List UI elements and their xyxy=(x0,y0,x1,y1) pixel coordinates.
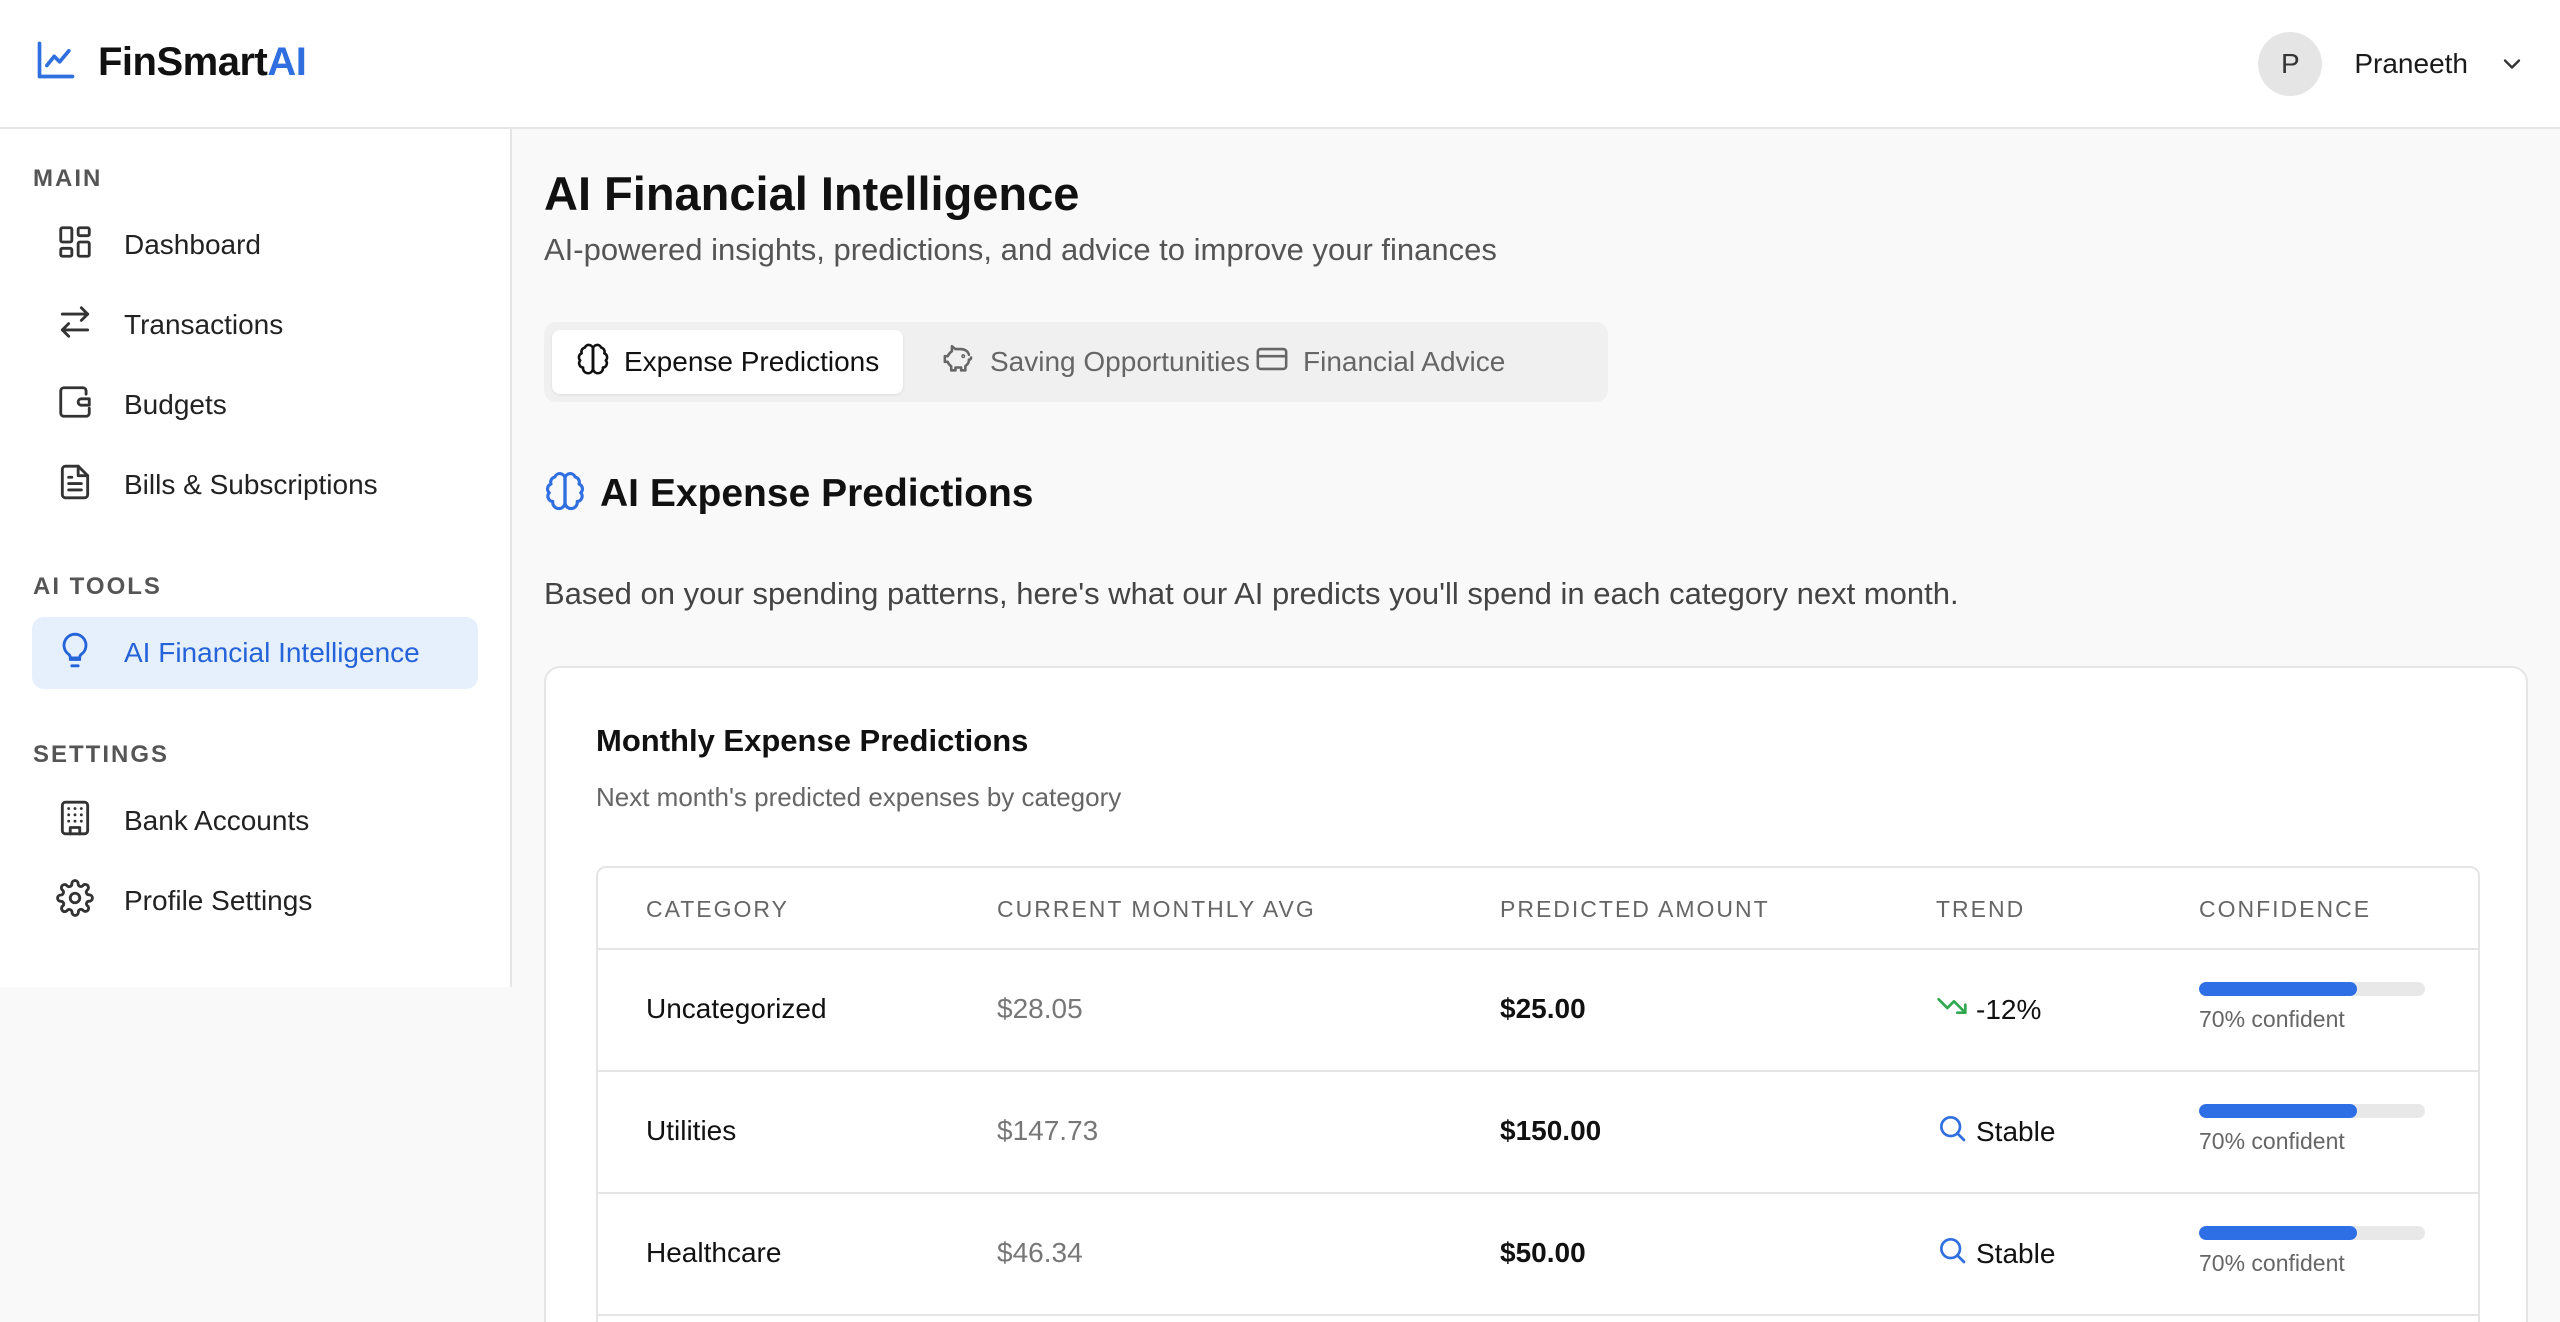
confidence-bar-fill xyxy=(2199,1226,2358,1240)
sidebar-section-ai-tools: AI TOOLS xyxy=(33,573,162,600)
trend-label: Stable xyxy=(1976,1237,2056,1269)
confidence-label: 70% confident xyxy=(2199,1006,2345,1032)
tab-expense-predictions[interactable]: Expense Predictions xyxy=(552,330,904,394)
search-icon xyxy=(1936,1234,1968,1273)
column-header-category[interactable]: CATEGORY xyxy=(646,896,789,922)
cell-predicted: $50.00 xyxy=(1500,1237,1586,1268)
piggy-bank-icon xyxy=(942,342,976,383)
user-name: Praneeth xyxy=(2354,48,2468,79)
sidebar-item-label: Budgets xyxy=(124,389,227,420)
chevron-down-icon[interactable] xyxy=(2498,50,2526,78)
section-title: AI Expense Predictions xyxy=(600,471,1034,515)
table-row[interactable]: Utilities $147.73 $150.00 Stable 70% con… xyxy=(598,1072,2478,1194)
cell-predicted: $25.00 xyxy=(1500,993,1586,1024)
confidence-meter: 70% confident xyxy=(2199,1104,2425,1155)
user-menu[interactable]: P Praneeth xyxy=(2258,32,2526,96)
lightbulb-icon xyxy=(56,631,94,676)
confidence-bar xyxy=(2199,982,2425,996)
page-subtitle: AI-powered insights, predictions, and ad… xyxy=(544,232,1497,267)
tab-bar: Expense Predictions Saving Opportunities… xyxy=(544,322,1608,402)
column-header-confidence[interactable]: CONFIDENCE xyxy=(2199,896,2372,922)
sidebar-item-label: Dashboard xyxy=(124,229,261,260)
column-header-predicted[interactable]: PREDICTED AMOUNT xyxy=(1500,896,1770,922)
trend-label: Stable xyxy=(1976,1115,2056,1147)
cell-trend: Stable xyxy=(1936,1112,2055,1151)
wallet-icon xyxy=(56,383,94,428)
top-header: FinSmartAI P Praneeth xyxy=(0,0,2560,129)
tab-label: Expense Predictions xyxy=(624,346,880,377)
cell-current: $147.73 xyxy=(997,1115,1099,1146)
app-name-suffix: AI xyxy=(267,40,307,84)
gear-icon xyxy=(56,878,94,924)
search-icon xyxy=(1936,1112,1968,1151)
column-header-trend[interactable]: TREND xyxy=(1936,896,2026,922)
confidence-meter: 70% confident xyxy=(2199,982,2425,1033)
tab-financial-advice[interactable]: Financial Advice xyxy=(1231,330,1529,394)
section-header: AI Expense Predictions xyxy=(544,470,1033,517)
confidence-meter: 70% confident xyxy=(2199,1226,2425,1277)
confidence-bar-fill xyxy=(2199,982,2358,996)
sidebar-item-label: Bills & Subscriptions xyxy=(124,469,378,500)
credit-card-icon xyxy=(1255,342,1289,383)
predictions-card: Monthly Expense Predictions Next month's… xyxy=(544,666,2528,1322)
trending-down-icon xyxy=(1936,990,1968,1029)
arrows-icon xyxy=(56,303,94,348)
confidence-bar xyxy=(2199,1104,2425,1118)
building-icon xyxy=(56,799,94,844)
sidebar: MAIN Dashboard Transactions Budgets Bill… xyxy=(0,129,512,987)
confidence-bar-fill xyxy=(2199,1104,2358,1118)
confidence-label: 70% confident xyxy=(2199,1250,2345,1276)
card-subtitle: Next month's predicted expenses by categ… xyxy=(596,782,1122,812)
column-header-current[interactable]: CURRENT MONTHLY AVG xyxy=(997,896,1316,922)
predictions-table: CATEGORY CURRENT MONTHLY AVG PREDICTED A… xyxy=(596,866,2480,1322)
sidebar-item-bank-accounts[interactable]: Bank Accounts xyxy=(32,785,478,857)
sidebar-item-ai-financial-intelligence[interactable]: AI Financial Intelligence xyxy=(32,617,478,689)
cell-trend: -12% xyxy=(1936,990,2041,1029)
sidebar-item-label: Bank Accounts xyxy=(124,805,310,836)
sidebar-item-bills[interactable]: Bills & Subscriptions xyxy=(32,449,478,521)
tab-label: Financial Advice xyxy=(1303,346,1506,377)
sidebar-item-dashboard[interactable]: Dashboard xyxy=(32,209,478,281)
confidence-bar xyxy=(2199,1226,2425,1240)
confidence-label: 70% confident xyxy=(2199,1128,2345,1154)
sidebar-item-label: Profile Settings xyxy=(124,885,313,916)
trend-label: -12% xyxy=(1976,993,2042,1025)
cell-category: Uncategorized xyxy=(646,993,827,1024)
brain-icon xyxy=(544,470,586,517)
sidebar-item-label: Transactions xyxy=(124,309,284,340)
table-row[interactable]: Healthcare $46.34 $50.00 Stable 70% conf… xyxy=(598,1194,2478,1316)
cell-trend: Stable xyxy=(1936,1234,2055,1273)
table-header: CATEGORY CURRENT MONTHLY AVG PREDICTED A… xyxy=(598,868,2478,950)
app-logo[interactable]: FinSmartAI xyxy=(34,38,307,87)
sidebar-section-settings: SETTINGS xyxy=(33,741,170,768)
cell-category: Utilities xyxy=(646,1115,737,1146)
sidebar-item-transactions[interactable]: Transactions xyxy=(32,289,478,361)
avatar[interactable]: P xyxy=(2258,32,2323,96)
tab-saving-opportunities[interactable]: Saving Opportunities xyxy=(918,330,1274,394)
page-title: AI Financial Intelligence xyxy=(544,167,1080,220)
cell-current: $28.05 xyxy=(997,993,1083,1024)
sidebar-item-label: AI Financial Intelligence xyxy=(124,637,420,668)
sidebar-item-budgets[interactable]: Budgets xyxy=(32,369,478,441)
table-row[interactable]: Uncategorized $28.05 $25.00 -12% 70% con… xyxy=(598,950,2478,1072)
app-name: FinSmartAI xyxy=(98,40,307,85)
cell-current: $46.34 xyxy=(997,1237,1083,1268)
dashboard-icon xyxy=(56,223,94,268)
cell-category: Healthcare xyxy=(646,1237,782,1268)
sidebar-section-main: MAIN xyxy=(33,165,103,192)
brain-icon xyxy=(576,342,610,383)
sidebar-item-profile-settings[interactable]: Profile Settings xyxy=(32,865,478,937)
section-description: Based on your spending patterns, here's … xyxy=(544,576,1959,611)
file-icon xyxy=(56,463,94,508)
chart-line-icon xyxy=(34,38,78,87)
cell-predicted: $150.00 xyxy=(1500,1115,1602,1146)
app-name-prefix: FinSmart xyxy=(98,40,268,84)
card-title: Monthly Expense Predictions xyxy=(596,723,1029,758)
tab-label: Saving Opportunities xyxy=(990,346,1250,377)
